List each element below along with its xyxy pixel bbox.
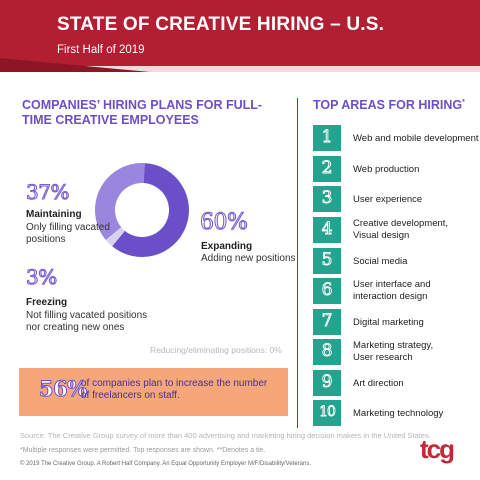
- list-item-label: Social media: [353, 256, 408, 267]
- freezing-label: Freezing: [26, 297, 68, 308]
- list-item: 5 Social media: [313, 248, 473, 276]
- freezing-desc-2: nor creating new ones: [26, 322, 125, 333]
- donut-slice-expanding: [112, 163, 189, 257]
- maintaining-desc-1: Only filling vacated: [26, 222, 110, 233]
- list-item-label: Marketing strategy,: [353, 340, 434, 351]
- list-item: 1 Web and mobile development: [313, 125, 479, 153]
- list-item-label-2: interaction design: [353, 291, 428, 302]
- page-title: STATE OF CREATIVE HIRING – U.S.: [57, 14, 385, 35]
- rank-badge: 9: [313, 370, 341, 396]
- hiring-plans-heading: COMPANIES’ HIRING PLANS FOR FULL-TIME CR…: [22, 98, 263, 127]
- freelancer-banner: 56% of companies plan to increase the nu…: [19, 368, 288, 416]
- reducing-note: Reducing/eliminating positions: 0%: [150, 345, 282, 355]
- maintaining-percent: 37%: [25, 179, 70, 204]
- list-item-label: Web and mobile development: [353, 133, 479, 144]
- list-item-label: Marketing technology: [353, 408, 444, 419]
- maintaining-desc-2: positions: [26, 234, 66, 245]
- list-item: 10 Marketing technology: [313, 400, 473, 428]
- rank-badge: 5: [313, 248, 341, 274]
- list-item: 6 User interface and interaction design: [313, 278, 473, 306]
- list-item: 3 User experience: [313, 186, 473, 214]
- rank-badge: 3: [313, 186, 341, 212]
- hiring-plans-donut: [94, 163, 189, 257]
- freezing-percent: 3%: [25, 264, 57, 289]
- list-item: 9 Art direction: [313, 370, 473, 398]
- expanding-label: Expanding: [201, 241, 253, 252]
- rank-badge: 8: [313, 339, 341, 365]
- donut-slice-maintaining: [94, 163, 145, 241]
- list-item: 2 Web production: [313, 156, 473, 184]
- rank-badge: 10: [313, 400, 341, 426]
- header-banner: STATE OF CREATIVE HIRING – U.S. First Ha…: [0, 0, 480, 72]
- expanding-desc: Adding new positions: [201, 253, 296, 264]
- list-item-label: User experience: [353, 194, 423, 205]
- section-divider: [297, 98, 298, 428]
- top-areas-heading-mark: *: [462, 98, 465, 106]
- list-item: 7 Digital marketing: [313, 309, 473, 337]
- list-item: 4 Creative development, Visual design: [313, 217, 473, 245]
- rank-badge: 6: [313, 278, 341, 304]
- footnote: *Multiple responses were permitted. Top …: [20, 447, 266, 454]
- list-item-label: Web production: [353, 164, 420, 175]
- list-item-label: Digital marketing: [353, 317, 424, 328]
- rank-badge: 2: [313, 156, 341, 182]
- source-note: Source: The Creative Group survey of mor…: [20, 431, 431, 440]
- freezing-desc-1: Not filling vacated positions: [26, 310, 148, 321]
- rank-badge: 1: [313, 125, 341, 151]
- top-areas-heading-text: TOP AREAS FOR HIRING: [313, 98, 463, 112]
- rank-badge: 4: [313, 217, 341, 243]
- list-item-label-2: User research: [353, 352, 413, 363]
- expanding-percent: 60%: [199, 209, 248, 235]
- list-item-label: Creative development,: [353, 218, 449, 229]
- logo-text: tcg: [420, 436, 454, 464]
- list-item-label: Art direction: [353, 378, 404, 389]
- header-background: [0, 0, 480, 72]
- top-areas-heading: TOP AREAS FOR HIRING*: [313, 98, 465, 112]
- list-item: 8 Marketing strategy, User research: [313, 339, 473, 367]
- list-item-label: User interface and: [353, 279, 431, 290]
- rank-badge: 7: [313, 309, 341, 335]
- freelancer-text: of companies plan to increase the number…: [81, 378, 268, 401]
- list-item-label-2: Visual design: [353, 230, 410, 241]
- maintaining-label: Maintaining: [26, 209, 82, 220]
- page-subtitle: First Half of 2019: [57, 44, 145, 56]
- freelancer-percent: 56%: [39, 376, 88, 402]
- tcg-logo: tcg: [420, 436, 456, 464]
- copyright: © 2019 The Creative Group. A Robert Half…: [20, 461, 312, 467]
- donut-slice-freezing: [105, 227, 125, 247]
